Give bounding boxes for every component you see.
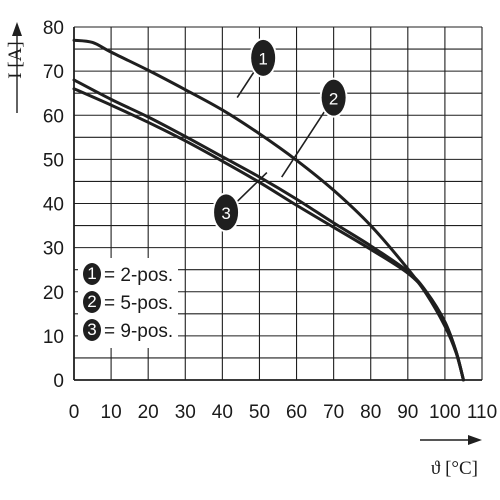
y-tick-label: 80 [43, 18, 64, 39]
annotation-2-number: 2 [329, 89, 338, 108]
annotation-2-bubble [321, 79, 346, 116]
y-tick-label: 70 [43, 62, 64, 83]
annotation-3-number: 3 [221, 204, 230, 223]
legend-2-number: 2 [87, 292, 96, 311]
y-axis-arrow-head [12, 22, 22, 36]
x-tick-label: 90 [397, 402, 418, 423]
x-tick-label: 60 [286, 402, 307, 423]
y-tick-label: 30 [43, 239, 64, 260]
x-tick-label: 50 [249, 402, 270, 423]
series-3-line [72, 87, 465, 382]
tick-labels: 0 10 20 30 40 50 60 70 80 90 100 110 0 10 20 30 40 50 60 70… [43, 18, 497, 423]
x-axis-label: ϑ [°C] [431, 458, 478, 479]
legend-entry-2-label: = 5-pos. [104, 293, 173, 314]
x-tick-label: 30 [175, 402, 196, 423]
y-axis-label: I [A] [5, 41, 26, 78]
annotation-1-bubble [251, 39, 276, 76]
x-tick-label: 0 [69, 402, 80, 423]
axis-labels: I [A] ϑ [°C] [5, 22, 482, 479]
legend-entry-3-label: = 9-pos. [104, 321, 173, 342]
x-tick-label: 100 [429, 402, 461, 423]
legend-3-number: 3 [87, 320, 96, 339]
legend-1-number: 1 [87, 264, 96, 283]
x-tick-label: 10 [101, 402, 122, 423]
legend: 1 = 2-pos. 2 = 5-pos. 3 = 9-pos. [78, 258, 178, 348]
y-tick-label: 40 [43, 195, 64, 216]
y-tick-label: 60 [43, 106, 64, 127]
series-annotations: 1 2 3 [212, 37, 348, 233]
legend-1-bubble [83, 263, 101, 285]
x-tick-label: 80 [360, 402, 381, 423]
annotation-1-number: 1 [258, 50, 267, 69]
y-tick-label: 50 [43, 150, 64, 171]
x-tick-label: 70 [323, 402, 344, 423]
y-tick-label: 0 [53, 371, 64, 392]
series-1-line [72, 38, 465, 382]
y-tick-label: 10 [43, 327, 64, 348]
x-axis-arrow-head [468, 435, 482, 445]
y-tick-label: 20 [43, 283, 64, 304]
series-lines [72, 38, 465, 382]
x-tick-label: 110 [467, 402, 497, 423]
x-tick-label: 40 [212, 402, 233, 423]
legend-entry-1-label: = 2-pos. [104, 265, 173, 286]
legend-2-bubble [83, 291, 101, 313]
legend-3-bubble [83, 319, 101, 341]
x-tick-label: 20 [138, 402, 159, 423]
annotation-3-bubble [214, 194, 239, 231]
